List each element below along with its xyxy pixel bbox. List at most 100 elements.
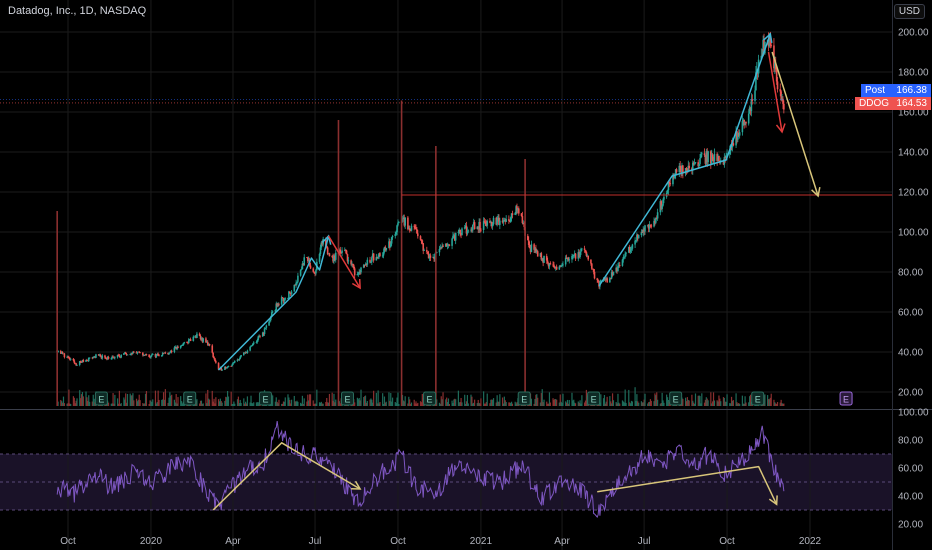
candle-body xyxy=(527,240,530,246)
red-trend-arrow xyxy=(327,235,361,289)
candle-body xyxy=(150,355,152,358)
candle-body xyxy=(612,271,615,276)
volume-bar xyxy=(719,398,721,406)
volume-bar xyxy=(123,397,125,406)
candle-body xyxy=(195,336,197,338)
candle-body xyxy=(114,357,116,359)
candle-body xyxy=(617,265,619,272)
candle-body xyxy=(164,352,167,354)
candle-body xyxy=(650,225,653,227)
volume-bar xyxy=(504,400,506,406)
volume-bar xyxy=(69,403,71,406)
ticker-label-value: 164.53 xyxy=(896,98,927,109)
earnings-marker[interactable]: E xyxy=(183,391,197,406)
volume-bar xyxy=(314,403,316,406)
candle-body xyxy=(280,297,283,305)
volume-bar xyxy=(471,396,473,406)
rsi-tick-label: 60.00 xyxy=(898,464,923,475)
earnings-marker[interactable]: E xyxy=(669,391,683,406)
price-tick-label: 180.00 xyxy=(898,68,929,79)
candle-body xyxy=(779,89,782,92)
earnings-marker[interactable]: E xyxy=(751,391,765,406)
volume-bar xyxy=(748,396,751,406)
candle-body xyxy=(151,354,153,356)
candle-body xyxy=(258,335,260,337)
volume-bar xyxy=(441,399,443,406)
earnings-marker[interactable]: E xyxy=(258,391,272,406)
candle-body xyxy=(233,362,235,364)
candle-body xyxy=(534,248,536,250)
volume-bar xyxy=(72,396,75,406)
currency-selector[interactable]: USD xyxy=(893,4,925,19)
earnings-marker[interactable]: E xyxy=(94,391,108,406)
candle-body xyxy=(356,274,359,276)
earnings-marker-label: E xyxy=(755,395,761,405)
volume-bar xyxy=(373,390,375,406)
candle-body xyxy=(262,332,265,335)
candle-body xyxy=(503,220,506,221)
volume-bar xyxy=(176,403,178,406)
earnings-marker[interactable]: E xyxy=(839,391,853,406)
candle-body xyxy=(288,291,291,294)
earnings-marker[interactable]: E xyxy=(423,391,437,406)
candle-body xyxy=(401,218,404,222)
candle-body xyxy=(384,247,387,251)
volume-bar xyxy=(566,399,569,406)
candle-body xyxy=(490,221,493,227)
candle-body xyxy=(302,263,305,266)
rsi-line xyxy=(56,421,785,518)
candle-body xyxy=(126,354,129,356)
volume-bar xyxy=(731,400,734,406)
candle-body xyxy=(274,309,277,312)
candle-body xyxy=(625,252,627,254)
volume-bar xyxy=(464,394,466,406)
candle-body xyxy=(92,357,95,359)
candle-body xyxy=(362,265,365,268)
candle-body xyxy=(366,259,369,265)
candle-body xyxy=(383,247,386,253)
volume-bar xyxy=(297,401,299,406)
earnings-marker[interactable]: E xyxy=(340,391,354,406)
candle-body xyxy=(208,344,211,346)
volume-bar xyxy=(730,396,733,406)
volume-bar xyxy=(60,399,62,406)
candle-body xyxy=(385,247,388,251)
candle-body xyxy=(564,257,567,265)
candle-body xyxy=(320,242,323,248)
candle-body xyxy=(750,99,753,112)
volume-bar xyxy=(382,393,384,406)
volume-bar xyxy=(744,396,746,406)
candle-body xyxy=(398,222,400,224)
candle-body xyxy=(76,364,78,366)
candle-body xyxy=(566,257,569,259)
volume-spike xyxy=(435,146,437,406)
earnings-marker[interactable]: E xyxy=(587,391,601,406)
candle-body xyxy=(212,352,214,358)
volume-bar xyxy=(779,402,781,406)
volume-bar xyxy=(139,400,141,406)
volume-bar xyxy=(369,399,371,406)
candle-body xyxy=(231,364,233,366)
candle-body xyxy=(250,345,252,347)
candle-body xyxy=(319,247,322,254)
volume-bar xyxy=(764,394,766,406)
volume-bar xyxy=(663,402,665,406)
time-tick-label: Jul xyxy=(638,536,651,547)
candle-body xyxy=(578,252,580,258)
candle-body xyxy=(701,153,703,155)
volume-bar xyxy=(80,394,83,406)
candle-body xyxy=(394,234,397,236)
candle-body xyxy=(736,131,738,140)
volume-bar xyxy=(164,389,166,406)
volume-bar xyxy=(365,402,368,406)
volume-bar xyxy=(606,396,608,406)
volume-bar xyxy=(86,397,88,406)
earnings-marker[interactable]: E xyxy=(517,391,531,406)
candle-body xyxy=(547,263,550,267)
candle-body xyxy=(421,240,424,244)
volume-bar xyxy=(225,396,227,406)
volume-bar xyxy=(700,403,702,406)
volume-bar xyxy=(293,395,295,406)
volume-bar xyxy=(253,402,255,406)
